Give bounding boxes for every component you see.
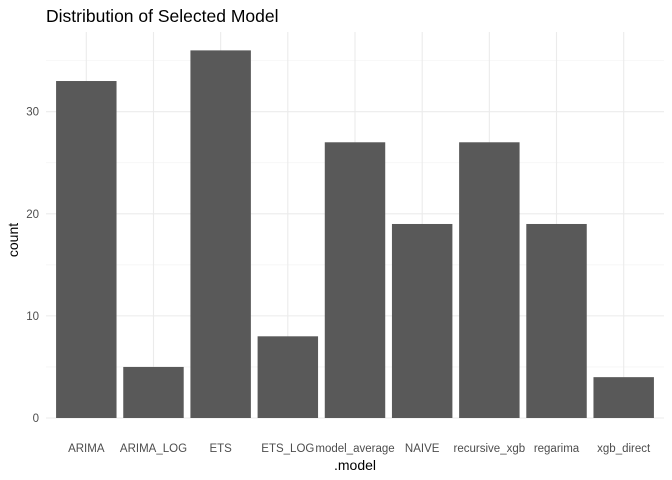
- x-tick-label: model_average: [315, 443, 394, 455]
- x-axis-tick-labels: ARIMA ARIMA_LOG ETS ETS_LOG model_average NAI…: [68, 443, 651, 455]
- x-tick-label: NAIVE: [405, 443, 440, 455]
- bar-model-average: [324, 142, 386, 419]
- bar-naive: [391, 223, 453, 418]
- y-axis-title: count: [5, 223, 21, 257]
- x-tick-label: ARIMA: [68, 443, 105, 455]
- chart-title: Distribution of Selected Model: [46, 6, 278, 26]
- x-tick-label: ETS_LOG: [261, 443, 314, 455]
- bar-arima: [56, 81, 117, 419]
- x-tick-label: regarima: [534, 443, 580, 455]
- bars: [56, 50, 654, 419]
- y-axis-tick-labels: 0 10 20 30: [26, 107, 39, 425]
- y-tick-label: 30: [26, 107, 39, 119]
- bar-xgb-direct: [593, 377, 654, 418]
- x-axis-title: .model: [334, 457, 376, 473]
- y-tick-label: 10: [26, 311, 39, 323]
- bar-arima-log: [123, 366, 184, 418]
- x-tick-label: ARIMA_LOG: [120, 443, 187, 455]
- y-tick-label: 20: [26, 209, 39, 221]
- bar-regarima: [526, 223, 587, 418]
- x-tick-label: recursive_xgb: [454, 443, 526, 455]
- x-tick-label: xgb_direct: [597, 443, 651, 455]
- x-tick-label: ETS: [209, 443, 232, 455]
- bar-ets-log: [257, 336, 319, 418]
- bar-recursive-xgb: [459, 142, 520, 419]
- y-tick-label: 0: [33, 413, 39, 425]
- bar-ets: [190, 50, 251, 418]
